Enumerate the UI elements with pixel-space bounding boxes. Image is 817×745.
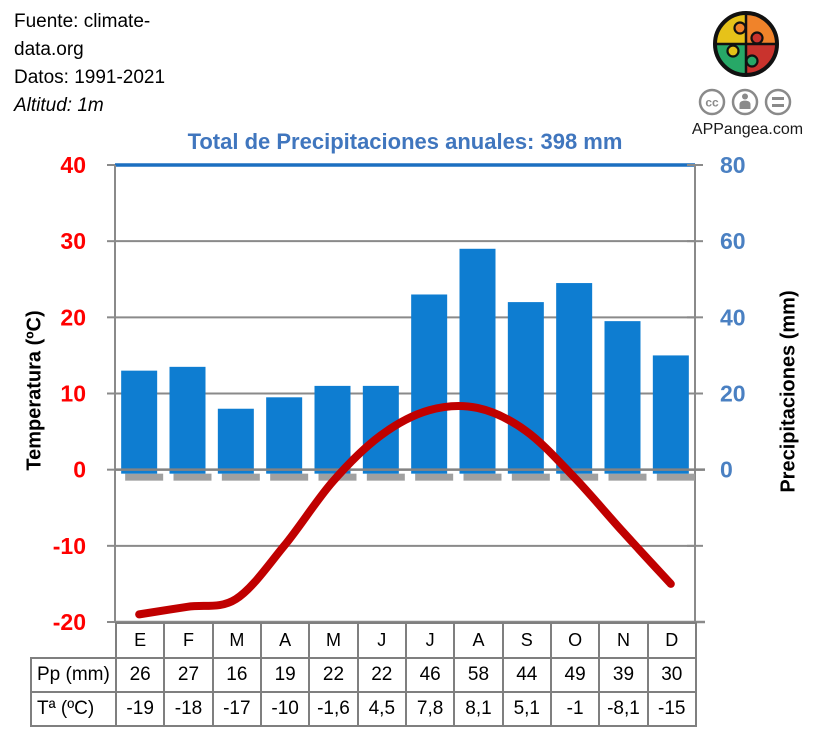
left-axis-tick-label: -20 — [53, 609, 86, 635]
month-header-cell-9: O — [549, 622, 601, 659]
month-header-cell-1: F — [163, 622, 214, 659]
left-axis-tick-label: 0 — [73, 457, 86, 483]
month-header-cell-4: M — [308, 622, 359, 659]
precip-bar-shadow — [415, 473, 454, 481]
month-header-cell-2: M — [211, 622, 262, 659]
precip-bar-shadow — [656, 473, 695, 481]
temp-value-cell-5: 4,5 — [356, 691, 407, 727]
right-axis-tick-label: 40 — [720, 304, 746, 330]
climate-data-table: E F M A M J J A S O N D Pp (mm) 26 27 16 19 22 22 46 58 44 49 3… — [30, 622, 697, 727]
precip-bar-M2 — [217, 408, 254, 474]
right-axis-tick-label: 0 — [720, 457, 733, 483]
precip-bar-shadow — [270, 473, 309, 481]
chart-title: Total de Precipitaciones anuales: 398 mm — [187, 129, 623, 154]
pp-value-cell-3: 19 — [259, 657, 311, 693]
month-header-cell-3: A — [259, 622, 311, 659]
cc-icon — [698, 88, 726, 116]
appangea-site-label: APPangea.com — [691, 121, 804, 138]
precip-bar-F1 — [169, 366, 206, 474]
source-line-2: data.org — [14, 39, 84, 60]
temp-value-cell-6: 7,8 — [404, 691, 456, 727]
temp-value-cell-7: 8,1 — [453, 691, 504, 727]
temp-value-cell-9: -1 — [549, 691, 601, 727]
month-header-cell-7: A — [453, 622, 504, 659]
precip-bar-shadow — [221, 473, 260, 481]
precip-bar-S8 — [507, 302, 544, 474]
row-header-temp: Tª (ºC) — [30, 691, 117, 727]
pp-value-cell-4: 22 — [308, 657, 359, 693]
data-range-label: Datos: 1991-2021 — [14, 67, 166, 88]
pp-value-cell-11: 30 — [646, 657, 697, 693]
source-line-1: Fuente: climate- — [14, 11, 151, 32]
month-header-cell-11: D — [646, 622, 697, 659]
precip-bar-shadow — [608, 473, 647, 481]
pp-value-cell-2: 16 — [211, 657, 262, 693]
left-axis-tick-label: 10 — [60, 381, 86, 407]
appangea-logo: cc — [698, 11, 792, 116]
temp-value-cell-3: -10 — [259, 691, 311, 727]
right-axis-title: Precipitaciones (mm) — [777, 290, 800, 493]
left-axis-tick-label: -10 — [53, 533, 86, 559]
precip-bar-M4 — [314, 385, 351, 474]
pp-value-cell-6: 46 — [404, 657, 456, 693]
precip-bar-N10 — [604, 321, 641, 474]
pp-value-cell-8: 44 — [501, 657, 552, 693]
month-header-cell-10: N — [598, 622, 649, 659]
right-axis-tick-label: 20 — [720, 381, 746, 407]
precip-bar-J6 — [411, 294, 448, 474]
pp-value-cell-1: 27 — [163, 657, 214, 693]
pp-value-cell-0: 26 — [114, 657, 166, 693]
precip-bar-A7 — [459, 248, 496, 474]
precip-bar-shadow — [511, 473, 550, 481]
altitude-label: Altitud: 1m — [14, 95, 104, 116]
month-header-cell-0: E — [114, 622, 166, 659]
no-derivatives-icon — [764, 88, 792, 116]
temp-value-cell-8: 5,1 — [501, 691, 552, 727]
pp-value-cell-10: 39 — [598, 657, 649, 693]
precip-bar-E0 — [121, 370, 158, 474]
svg-text:cc: cc — [705, 95, 719, 109]
left-axis-title: Temperatura (ºC) — [23, 310, 46, 471]
precip-bar-shadow — [173, 473, 212, 481]
left-axis-tick-label: 30 — [60, 228, 86, 254]
right-axis-tick-label: 60 — [720, 228, 746, 254]
row-header-pp: Pp (mm) — [30, 657, 117, 693]
pp-value-cell-5: 22 — [356, 657, 407, 693]
pp-value-cell-7: 58 — [453, 657, 504, 693]
temp-value-cell-1: -18 — [163, 691, 214, 727]
precip-bar-shadow — [125, 473, 164, 481]
left-axis-tick-label: 40 — [60, 152, 86, 178]
right-axis-tick-label: 80 — [720, 152, 746, 178]
cc-license-icons: cc — [698, 88, 792, 116]
temp-value-cell-10: -8,1 — [598, 691, 649, 727]
month-header-cell-8: S — [501, 622, 552, 659]
precip-bar-shadow — [366, 473, 405, 481]
temp-value-cell-11: -15 — [646, 691, 697, 727]
temp-value-cell-4: -1,6 — [308, 691, 359, 727]
temp-value-cell-2: -17 — [211, 691, 262, 727]
precip-bar-shadow — [463, 473, 502, 481]
precip-bar-A3 — [266, 397, 303, 474]
puzzle-logo-icon — [713, 11, 779, 77]
month-header-cell-5: J — [356, 622, 407, 659]
source-info: Fuente: climate- data.org Datos: 1991-20… — [14, 8, 165, 120]
left-axis-tick-label: 20 — [60, 304, 86, 330]
precip-bar-O9 — [556, 283, 593, 474]
temperature-line — [135, 401, 675, 619]
table-corner-spacer — [31, 623, 116, 658]
precip-bar-D11 — [652, 355, 689, 474]
pp-value-cell-9: 49 — [549, 657, 601, 693]
month-header-cell-6: J — [404, 622, 456, 659]
temp-value-cell-0: -19 — [114, 691, 166, 727]
